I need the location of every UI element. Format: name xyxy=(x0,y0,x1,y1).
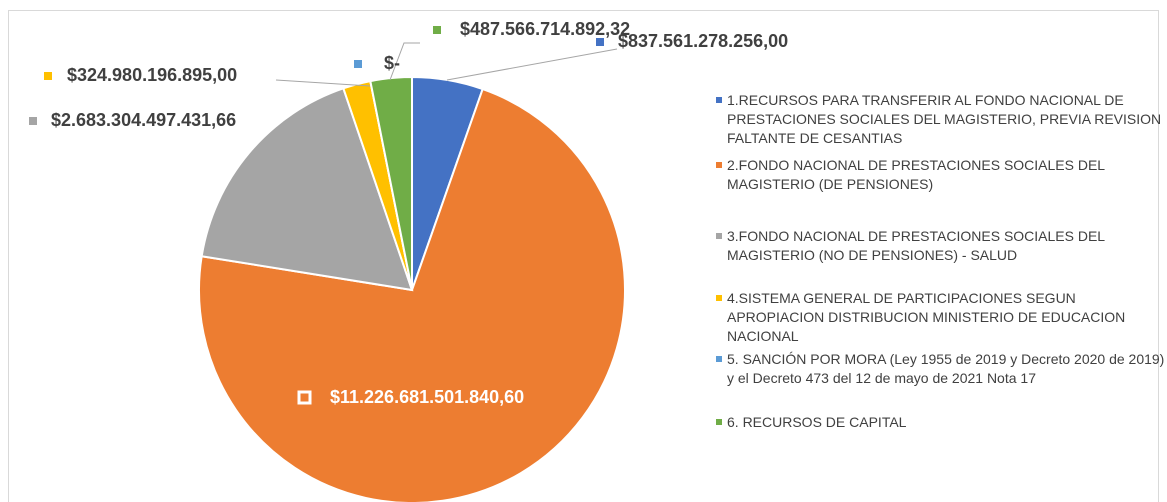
data-label: $837.561.278.256,00 xyxy=(618,31,788,51)
data-label: $11.226.681.501.840,60 xyxy=(330,387,524,407)
label-marker xyxy=(297,390,312,405)
legend-swatch xyxy=(716,419,722,425)
label-marker xyxy=(596,38,604,46)
legend-swatch xyxy=(716,356,722,362)
legend-label: 5. SANCIÓN POR MORA (Ley 1955 de 2019 y … xyxy=(727,351,1165,386)
legend-item: 5. SANCIÓN POR MORA (Ley 1955 de 2019 y … xyxy=(716,350,1167,388)
data-label: $487.566.714.892,32 xyxy=(460,19,630,39)
data-label: $2.683.304.497.431,66 xyxy=(51,110,236,130)
legend-swatch xyxy=(716,233,722,239)
legend-swatch xyxy=(716,162,722,168)
leader-line xyxy=(446,48,618,81)
legend-label: 3.FONDO NACIONAL DE PRESTACIONES SOCIALE… xyxy=(727,228,1105,263)
legend-label: 6. RECURSOS DE CAPITAL xyxy=(727,414,907,430)
leader-line xyxy=(389,42,420,81)
legend-swatch xyxy=(716,97,722,103)
legend-label: 2.FONDO NACIONAL DE PRESTACIONES SOCIALE… xyxy=(727,157,1105,192)
leader-line xyxy=(275,79,371,87)
legend-item: 1.RECURSOS PARA TRANSFERIR AL FONDO NACI… xyxy=(716,91,1167,148)
legend-label: 4.SISTEMA GENERAL DE PARTICIPACIONES SEG… xyxy=(727,290,1126,344)
chart-frame xyxy=(8,10,1159,502)
legend-swatch xyxy=(716,295,722,301)
label-marker xyxy=(44,72,52,80)
data-label: $- xyxy=(384,53,400,73)
legend-item: 4.SISTEMA GENERAL DE PARTICIPACIONES SEG… xyxy=(716,289,1167,346)
legend-label: 1.RECURSOS PARA TRANSFERIR AL FONDO NACI… xyxy=(727,92,1162,146)
pie-slice xyxy=(200,87,414,292)
label-marker xyxy=(29,117,37,125)
pie-slice xyxy=(198,87,626,502)
label-marker xyxy=(433,26,441,34)
label-marker xyxy=(354,60,362,68)
legend-item: 3.FONDO NACIONAL DE PRESTACIONES SOCIALE… xyxy=(716,227,1167,265)
legend-item: 6. RECURSOS DE CAPITAL xyxy=(716,413,1167,432)
legend-item: 2.FONDO NACIONAL DE PRESTACIONES SOCIALE… xyxy=(716,156,1167,194)
data-label: $324.980.196.895,00 xyxy=(67,65,237,85)
